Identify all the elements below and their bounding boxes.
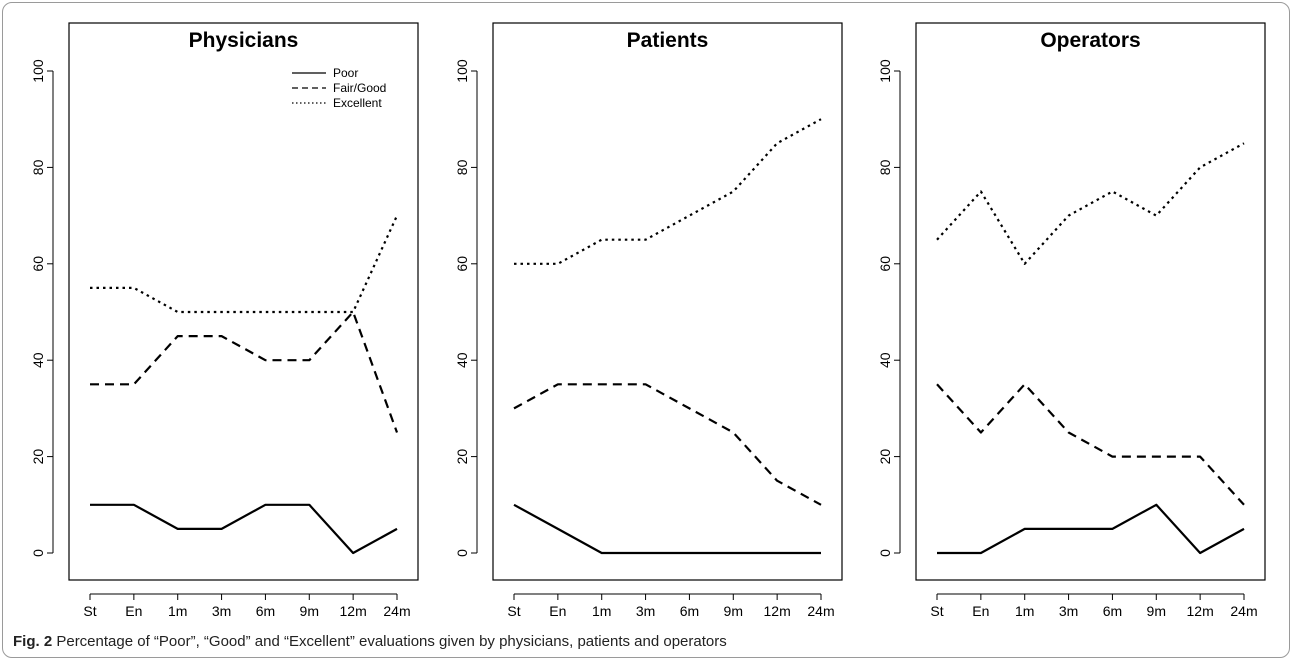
y-tick-label: 80 — [877, 159, 893, 175]
x-tick-label: St — [507, 603, 520, 619]
x-tick-label: 1m — [168, 603, 187, 619]
legend-label: Excellent — [333, 96, 382, 110]
x-tick-label: 12m — [340, 603, 367, 619]
x-tick-label: 24m — [383, 603, 410, 619]
y-tick-label: 80 — [454, 159, 470, 175]
x-tick-label: St — [930, 603, 943, 619]
x-tick-label: 3m — [1059, 603, 1078, 619]
series-line-dotted — [90, 215, 399, 314]
chart-panel-2: Operators 0 20 40 60 80 100 St En 1m 3m 6m 9m 12m 24m — [877, 22, 1266, 619]
y-tick-label: 0 — [877, 549, 893, 557]
caption-label: Fig. 2 — [13, 633, 53, 650]
x-tick-label: St — [83, 603, 96, 619]
y-tick-label: 20 — [30, 449, 46, 465]
series-line-dashed — [936, 383, 1245, 506]
panel-title: Operators — [1040, 29, 1140, 52]
series-line-dashed — [90, 310, 399, 433]
series-line-solid — [513, 503, 821, 555]
x-tick-label: 3m — [636, 603, 655, 619]
series-line-dashed — [513, 383, 822, 506]
y-tick-label: 40 — [454, 352, 470, 368]
x-tick-label: En — [549, 603, 566, 619]
x-tick-label: 9m — [300, 603, 319, 619]
x-tick-label: 6m — [1103, 603, 1122, 619]
x-tick-label: 24m — [1230, 603, 1257, 619]
caption-text: Percentage of “Poor”, “Good” and “Excell… — [56, 633, 727, 650]
y-tick-label: 100 — [454, 59, 470, 83]
plot-box — [492, 22, 843, 581]
x-tick-label: 12m — [764, 603, 791, 619]
y-tick-label: 60 — [877, 256, 893, 272]
y-tick-label: 100 — [30, 59, 46, 83]
chart-panel-0: Physicians 0 20 40 60 80 100 St En 1m 3m 6m 9m 12m 24m… — [30, 22, 419, 619]
y-tick-label: 100 — [877, 59, 893, 83]
y-tick-label: 60 — [30, 256, 46, 272]
x-tick-label: 1m — [1015, 603, 1034, 619]
y-tick-label: 80 — [30, 159, 46, 175]
x-tick-label: 12m — [1187, 603, 1214, 619]
y-tick-label: 20 — [454, 449, 470, 465]
legend-label: Poor — [333, 66, 358, 80]
y-tick-label: 60 — [454, 256, 470, 272]
x-tick-label: 9m — [724, 603, 743, 619]
legend-label: Fair/Good — [333, 81, 386, 95]
x-tick-label: 6m — [256, 603, 275, 619]
y-tick-label: 40 — [30, 352, 46, 368]
chart-figure: Physicians 0 20 40 60 80 100 St En 1m 3m 6m 9m 12m 24m… — [30, 22, 1266, 619]
x-tick-label: 6m — [680, 603, 699, 619]
plot-box — [915, 22, 1266, 581]
y-tick-label: 20 — [877, 449, 893, 465]
panel-title: Patients — [627, 29, 709, 52]
panel-title: Physicians — [189, 29, 299, 52]
series-line-dotted — [936, 142, 1245, 265]
plot-box — [68, 22, 419, 581]
y-tick-label: 0 — [454, 549, 470, 557]
x-tick-label: En — [972, 603, 989, 619]
x-tick-label: 24m — [807, 603, 834, 619]
y-tick-label: 0 — [30, 549, 46, 557]
series-line-dotted — [514, 118, 822, 265]
figure-caption: Fig. 2 Percentage of “Poor”, “Good” and … — [13, 633, 727, 650]
x-tick-label: 1m — [592, 603, 611, 619]
x-tick-label: 9m — [1147, 603, 1166, 619]
series-line-solid — [937, 503, 1245, 555]
x-tick-label: 3m — [212, 603, 231, 619]
series-line-solid — [90, 503, 398, 555]
chart-panel-1: Patients 0 20 40 60 80 100 St En 1m 3m 6m 9m 12m 24m — [454, 22, 843, 619]
x-tick-label: En — [125, 603, 142, 619]
y-tick-label: 40 — [877, 352, 893, 368]
